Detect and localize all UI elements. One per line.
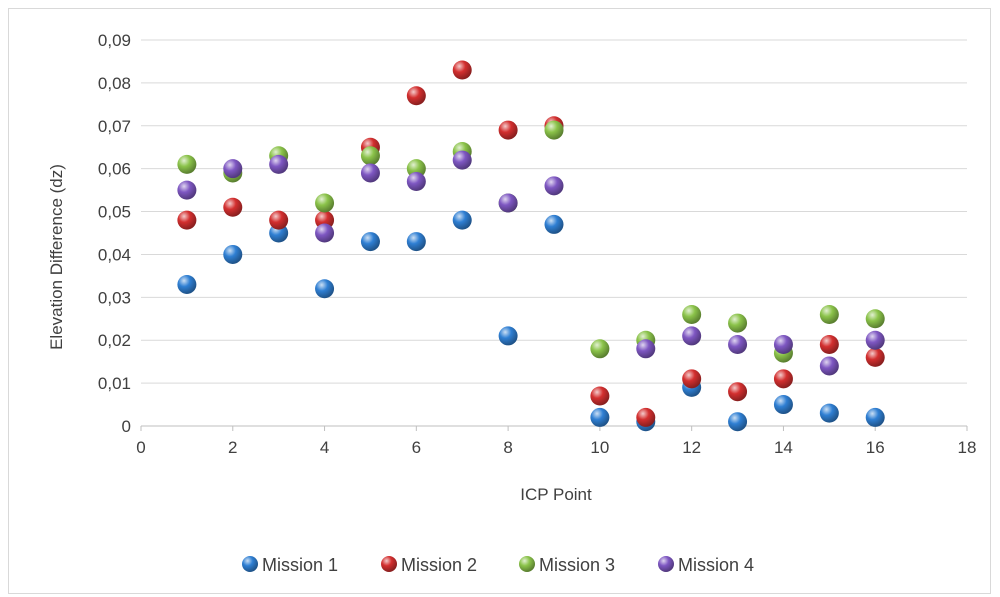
point-mission-2 xyxy=(590,386,610,406)
chart-frame xyxy=(8,8,991,594)
point-mission-3 xyxy=(315,193,335,213)
axes: 0 0,01 0,02 0,03 0,04 0,05 0,06 0,07 0,08 0,09 0 2 4… xyxy=(98,31,977,457)
point-mission-4 xyxy=(269,154,289,174)
point-mission-4 xyxy=(223,159,243,179)
data-points xyxy=(177,60,885,432)
point-mission-4 xyxy=(544,176,564,196)
point-mission-1 xyxy=(315,279,335,299)
point-mission-1 xyxy=(819,403,839,423)
point-mission-1 xyxy=(590,407,610,427)
point-mission-2 xyxy=(773,369,793,389)
point-mission-3 xyxy=(728,313,748,333)
point-mission-3 xyxy=(590,339,610,359)
point-mission-1 xyxy=(498,326,518,346)
point-mission-4 xyxy=(315,223,335,243)
point-mission-2 xyxy=(406,86,426,106)
point-mission-4 xyxy=(360,163,380,183)
x-tick-label: 10 xyxy=(590,438,609,457)
x-tick-label: 16 xyxy=(866,438,885,457)
x-tick-label: 8 xyxy=(503,438,512,457)
y-tick-label: 0,01 xyxy=(98,374,131,393)
gridlines xyxy=(141,39,967,384)
y-tick-label: 0,02 xyxy=(98,331,131,350)
point-mission-2 xyxy=(728,382,748,402)
point-mission-3 xyxy=(360,146,380,166)
point-mission-4 xyxy=(452,150,472,170)
y-tick-label: 0,06 xyxy=(98,160,131,179)
legend: Mission 1 Mission 2 Mission 3 Mission 4 xyxy=(242,555,754,575)
point-mission-4 xyxy=(773,335,793,355)
point-mission-1 xyxy=(360,232,380,252)
point-mission-2 xyxy=(636,407,656,427)
point-mission-1 xyxy=(177,274,197,294)
point-mission-2 xyxy=(269,210,289,230)
x-axis-title: ICP Point xyxy=(520,485,592,504)
x-tick-label: 6 xyxy=(412,438,421,457)
x-tick-label: 12 xyxy=(682,438,701,457)
y-tick-label: 0,09 xyxy=(98,31,131,50)
point-mission-2 xyxy=(498,120,518,140)
legend-marker xyxy=(242,556,258,572)
point-mission-2 xyxy=(819,335,839,355)
point-mission-1 xyxy=(865,407,885,427)
legend-marker xyxy=(381,556,397,572)
legend-label: Mission 2 xyxy=(401,555,477,575)
point-mission-1 xyxy=(728,412,748,432)
point-mission-2 xyxy=(682,369,702,389)
point-mission-2 xyxy=(177,210,197,230)
point-mission-4 xyxy=(682,326,702,346)
point-mission-2 xyxy=(223,197,243,217)
point-mission-3 xyxy=(865,309,885,329)
point-mission-4 xyxy=(865,330,885,350)
y-tick-label: 0,05 xyxy=(98,203,131,222)
point-mission-1 xyxy=(223,244,243,264)
y-tick-label: 0,07 xyxy=(98,117,131,136)
point-mission-4 xyxy=(498,193,518,213)
x-tick-label: 14 xyxy=(774,438,793,457)
point-mission-2 xyxy=(865,347,885,367)
point-mission-3 xyxy=(682,304,702,324)
x-tick-label: 18 xyxy=(958,438,977,457)
point-mission-1 xyxy=(452,210,472,230)
point-mission-1 xyxy=(773,395,793,415)
x-tick-label: 0 xyxy=(136,438,145,457)
y-tick-label: 0,08 xyxy=(98,74,131,93)
point-mission-4 xyxy=(728,335,748,355)
x-tick-label: 2 xyxy=(228,438,237,457)
point-mission-1 xyxy=(406,232,426,252)
point-mission-3 xyxy=(544,120,564,140)
point-mission-4 xyxy=(636,339,656,359)
legend-marker xyxy=(519,556,535,572)
legend-label: Mission 4 xyxy=(678,555,754,575)
point-mission-3 xyxy=(819,304,839,324)
point-mission-1 xyxy=(544,214,564,234)
y-tick-label: 0 xyxy=(122,417,131,436)
point-mission-2 xyxy=(452,60,472,80)
legend-label: Mission 1 xyxy=(262,555,338,575)
point-mission-4 xyxy=(819,356,839,376)
y-axis-title: Elevation Difference (dz) xyxy=(47,164,66,350)
legend-label: Mission 3 xyxy=(539,555,615,575)
legend-marker xyxy=(658,556,674,572)
point-mission-4 xyxy=(406,172,426,192)
y-tick-label: 0,03 xyxy=(98,288,131,307)
x-tick-label: 4 xyxy=(320,438,329,457)
point-mission-3 xyxy=(177,154,197,174)
y-tick-label: 0,04 xyxy=(98,245,131,264)
point-mission-4 xyxy=(177,180,197,200)
